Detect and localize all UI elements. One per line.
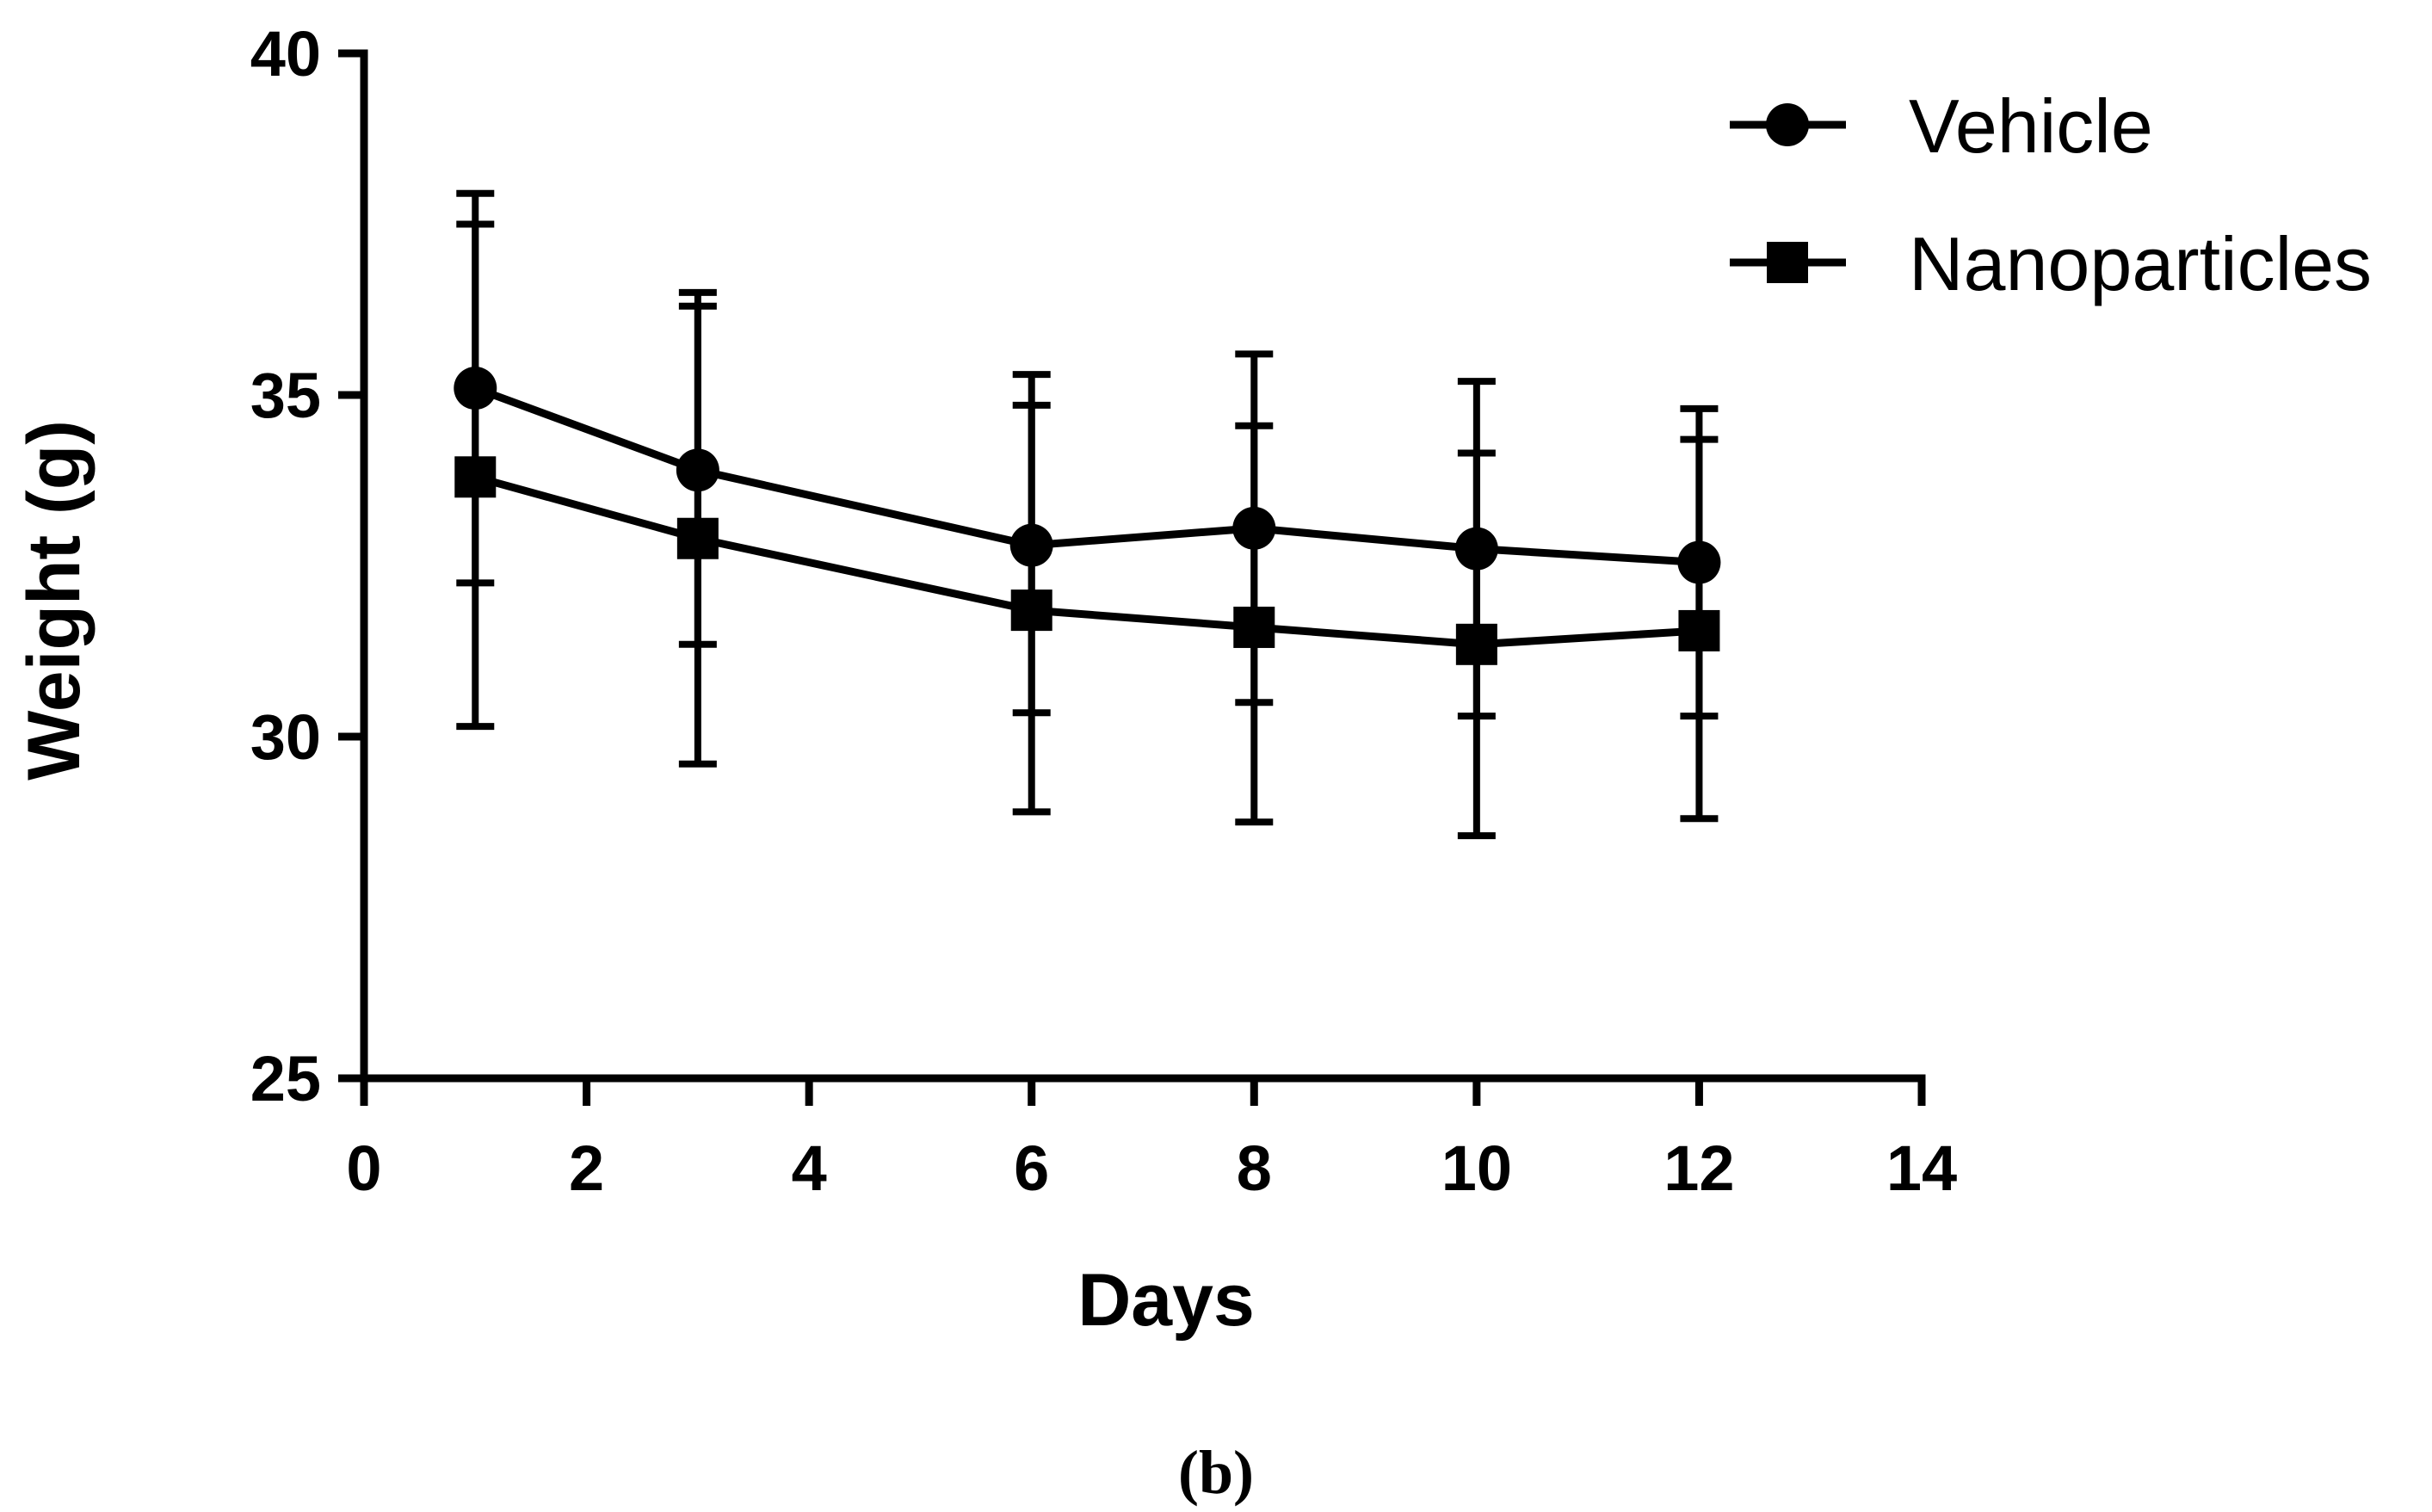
data-point-square: [1678, 609, 1720, 651]
x-tick-label: 0: [346, 1132, 381, 1204]
x-axis-title: Days: [1077, 1259, 1255, 1342]
y-tick-label: 35: [250, 360, 321, 431]
series-line: [474, 472, 1700, 649]
legend-item-nanoparticles: Nanoparticles: [1730, 221, 2372, 306]
legend-marker-circle: [1766, 103, 1809, 146]
data-point-square: [1010, 589, 1052, 632]
y-tick-label: 25: [250, 1043, 321, 1114]
legend-marker-square: [1767, 242, 1808, 283]
x-tick-label: 10: [1441, 1132, 1512, 1204]
y-tick-label: 30: [250, 701, 321, 773]
y-tick-label: 40: [250, 18, 321, 89]
figure-caption: (b): [1178, 1438, 1254, 1507]
axes-group: 25 30 35 40 0 2 4 6 8 10 12 14: [250, 18, 1957, 1204]
legend-item-vehicle: Vehicle: [1730, 83, 2153, 169]
data-point-square: [676, 517, 719, 559]
y-axis-title: Weight (g): [13, 420, 96, 781]
legend-label: Vehicle: [1909, 83, 2153, 169]
x-tick-label: 6: [1014, 1132, 1049, 1204]
data-point-square: [1233, 606, 1275, 648]
x-tick-label: 12: [1664, 1132, 1734, 1204]
data-point-square: [1455, 623, 1497, 665]
x-tick-label: 4: [792, 1132, 827, 1204]
legend: Vehicle Nanoparticles: [1730, 83, 2372, 306]
x-tick-label: 2: [569, 1132, 604, 1204]
x-tick-label: 8: [1237, 1132, 1272, 1204]
legend-label: Nanoparticles: [1909, 221, 2372, 306]
series-nanoparticles: [454, 189, 1720, 840]
series-line: [473, 384, 1700, 567]
x-tick-label: 14: [1886, 1132, 1957, 1204]
data-point-square: [454, 456, 497, 498]
series-group: [454, 189, 1721, 840]
